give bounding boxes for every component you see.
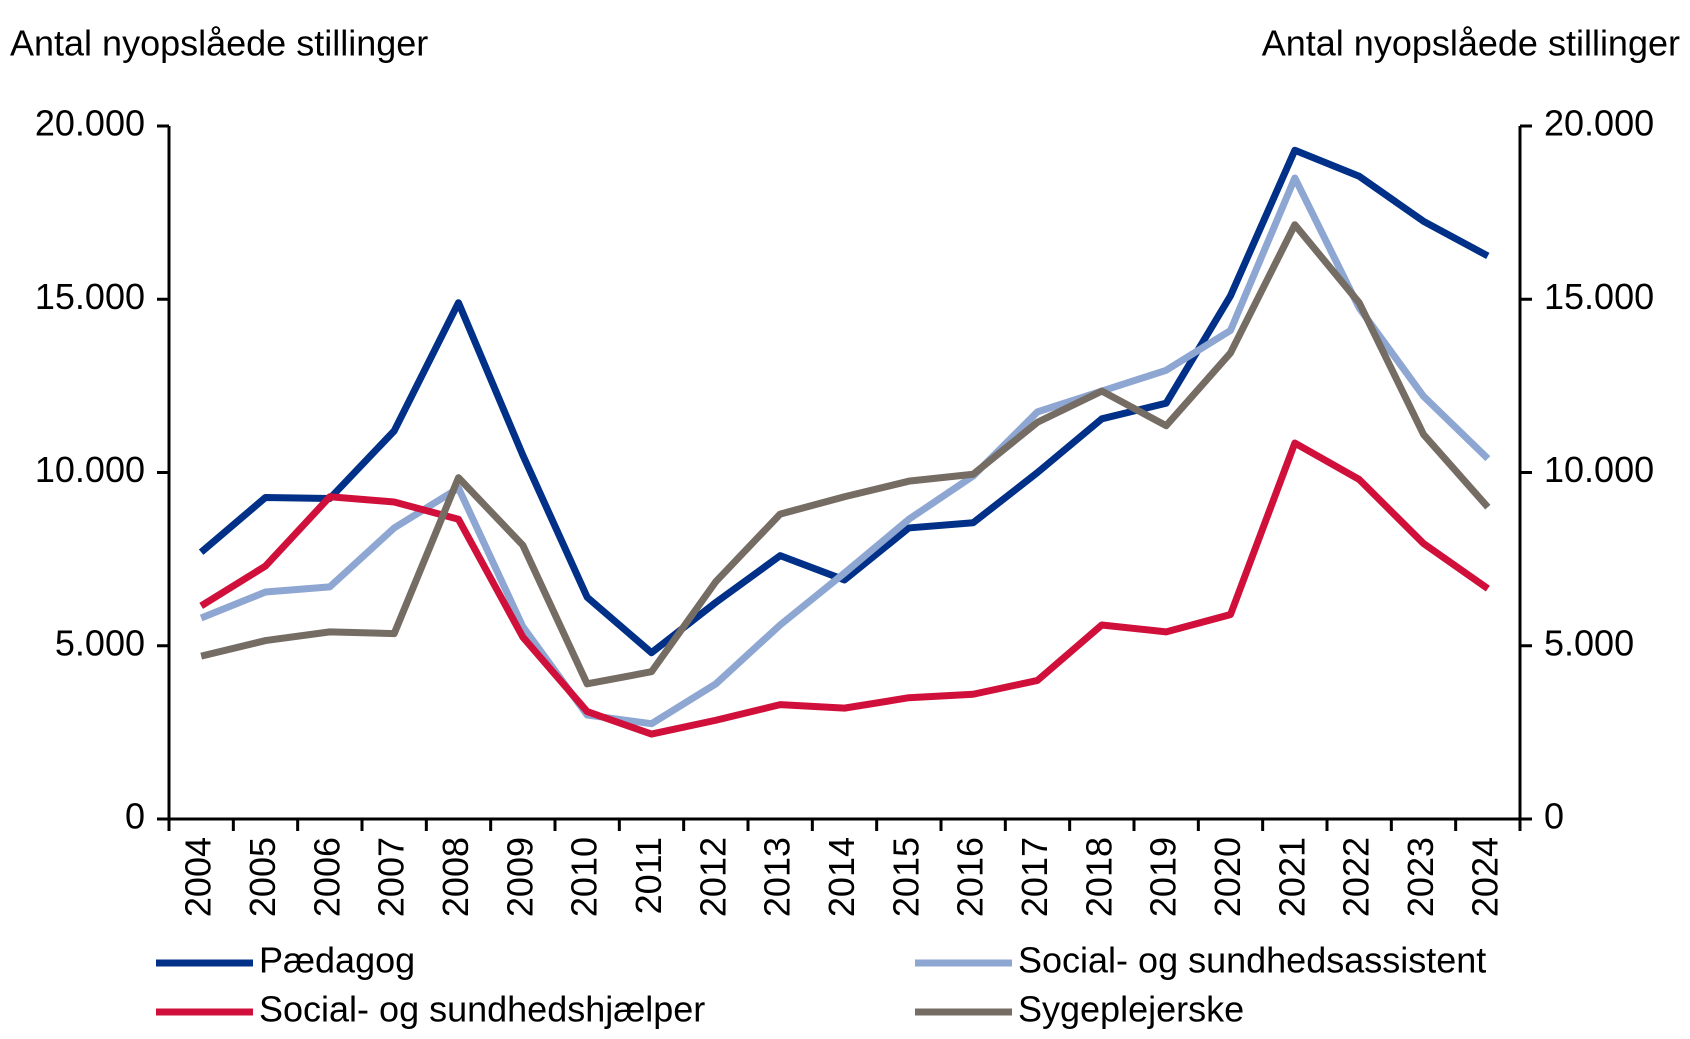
series-line xyxy=(198,146,1490,657)
y-tick-label: 20.000 xyxy=(35,103,145,144)
y-tick-label: 0 xyxy=(125,796,145,837)
x-tick-label: 2015 xyxy=(885,837,926,917)
legend-label: Pædagog xyxy=(259,940,415,981)
x-tick-label: 2009 xyxy=(499,837,540,917)
x-tick-label: 2024 xyxy=(1464,837,1505,917)
x-tick-label: 2013 xyxy=(757,837,798,917)
y2-tick-label: 5.000 xyxy=(1544,622,1634,663)
x-tick-label: 2018 xyxy=(1078,837,1119,917)
legend-label: Social- og sundhedsassistent xyxy=(1018,940,1486,981)
x-tick-label: 2020 xyxy=(1207,837,1248,917)
y-tick-label: 5.000 xyxy=(55,622,145,663)
x-tick-label: 2019 xyxy=(1143,837,1184,917)
x-tick-label: 2014 xyxy=(821,837,862,917)
y-tick-label: 15.000 xyxy=(35,276,145,317)
x-tick-label: 2021 xyxy=(1271,837,1312,917)
series-line xyxy=(199,439,1490,738)
x-tick-label: 2005 xyxy=(242,837,283,917)
x-tick-label: 2012 xyxy=(692,837,733,917)
y2-tick-label: 15.000 xyxy=(1544,276,1654,317)
y-tick-label: 10.000 xyxy=(35,449,145,490)
x-tick-label: 2016 xyxy=(950,837,991,917)
legend-label: Social- og sundhedshjælper xyxy=(259,989,705,1030)
x-tick-label: 2010 xyxy=(564,837,605,917)
x-tick-label: 2017 xyxy=(1014,837,1055,917)
x-tick-label: 2022 xyxy=(1336,837,1377,917)
x-tick-label: 2006 xyxy=(306,837,347,917)
y2-tick-label: 0 xyxy=(1544,796,1564,837)
series-line xyxy=(200,221,1491,688)
x-tick-label: 2023 xyxy=(1400,837,1441,917)
x-tick-label: 2004 xyxy=(178,837,219,917)
y2-tick-label: 10.000 xyxy=(1544,449,1654,490)
y-axis-title: Antal nyopslåede stillinger xyxy=(10,23,428,64)
x-tick-label: 2007 xyxy=(371,837,412,917)
y2-axis-title: Antal nyopslåede stillinger xyxy=(1262,23,1680,64)
y2-tick-label: 20.000 xyxy=(1544,103,1654,144)
x-tick-label: 2008 xyxy=(435,837,476,917)
legend-label: Sygeplejerske xyxy=(1018,989,1244,1030)
series-line xyxy=(199,174,1491,728)
x-tick-label: 2011 xyxy=(628,837,669,914)
